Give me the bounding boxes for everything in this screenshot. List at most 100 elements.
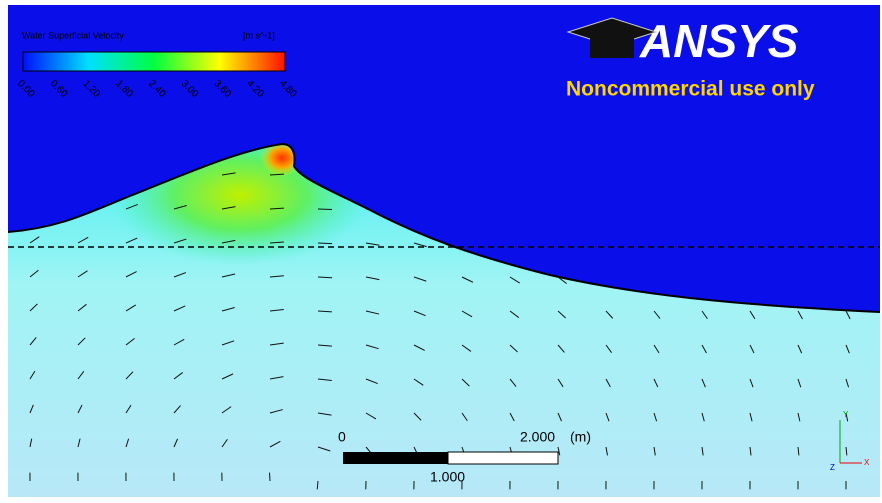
velocity-vector (845, 310, 851, 320)
velocity-vector (125, 203, 138, 210)
velocity-vector (653, 412, 658, 422)
velocity-vector (221, 273, 236, 278)
scale-unit: (m) (570, 429, 591, 445)
velocity-vector (269, 376, 284, 380)
velocity-vector (605, 344, 613, 353)
velocity-vector (125, 337, 135, 346)
velocity-vector (125, 304, 137, 312)
velocity-vector (797, 412, 801, 422)
velocity-vector (173, 405, 181, 414)
velocity-vector (269, 241, 284, 244)
velocity-vector (173, 372, 184, 380)
velocity-vector (749, 446, 752, 456)
velocity-vector (845, 412, 849, 422)
velocity-vector (365, 242, 380, 246)
velocity-vector (413, 242, 427, 248)
velocity-vector (317, 344, 332, 347)
logo-note: Noncommercial use only (566, 78, 815, 101)
scale-start: 0 (338, 429, 346, 445)
velocity-vector (509, 344, 518, 353)
velocity-vector (749, 378, 754, 388)
velocity-vector (173, 438, 179, 448)
velocity-vector (29, 370, 36, 380)
velocity-vector (845, 344, 850, 354)
scale-middle: 1.000 (430, 469, 465, 485)
color-bar (22, 51, 286, 72)
axis-x-label: X (864, 458, 870, 467)
velocity-vector (509, 378, 517, 387)
velocity-vector (653, 446, 656, 456)
velocity-vector (557, 310, 567, 319)
velocity-vector (269, 342, 284, 346)
velocity-vector (317, 446, 331, 452)
legend-title: Water Superficial Velocity (22, 30, 124, 40)
velocity-vector (317, 310, 332, 313)
velocity-vector (269, 309, 284, 312)
velocity-vector (173, 204, 187, 210)
velocity-vector (317, 208, 332, 211)
velocity-vector (77, 404, 83, 414)
velocity-vector (317, 276, 332, 279)
velocity-vector (221, 306, 235, 312)
velocity-vector (77, 236, 89, 244)
velocity-vector (125, 438, 130, 448)
velocity-vector (413, 378, 424, 386)
velocity-vector (605, 310, 614, 319)
velocity-vector (557, 412, 562, 422)
velocity-vector (29, 337, 37, 346)
logo-brand: ANSYS (639, 15, 799, 67)
velocity-vector (701, 412, 705, 422)
velocity-vector (461, 276, 474, 283)
velocity-vector (749, 310, 756, 320)
velocity-vector (461, 310, 473, 318)
velocity-vector (221, 206, 236, 210)
velocity-vector (221, 406, 232, 414)
velocity-vector (221, 438, 228, 448)
velocity-vector (653, 310, 661, 319)
velocity-vector (77, 270, 88, 278)
velocity-vector (365, 276, 380, 281)
scale-bar-light (447, 451, 559, 465)
velocity-vector (77, 371, 85, 380)
velocity-vector (461, 344, 472, 352)
velocity-vector (605, 378, 611, 388)
velocity-vector (77, 337, 86, 346)
velocity-vector (461, 378, 470, 387)
velocity-vector (797, 344, 803, 354)
velocity-vector (413, 412, 422, 421)
velocity-vector (29, 303, 38, 312)
velocity-vector (557, 344, 565, 353)
velocity-vector (365, 310, 380, 315)
velocity-vector (125, 271, 137, 278)
velocity-vector (317, 242, 332, 245)
axis-z-label: Z (830, 463, 835, 472)
velocity-vector (365, 344, 379, 350)
velocity-vector (797, 310, 803, 320)
velocity-vector (221, 239, 236, 244)
velocity-vector (413, 276, 427, 282)
velocity-vector (269, 173, 284, 176)
velocity-vector (461, 412, 468, 422)
velocity-vector (701, 446, 704, 456)
velocity-vector (173, 305, 186, 312)
logo-cap-base (590, 38, 634, 58)
legend-unit: [m s^-1] (243, 30, 275, 40)
velocity-vector (605, 446, 608, 456)
velocity-vector (605, 412, 610, 422)
velocity-vector (797, 378, 802, 388)
velocity-vector (221, 172, 236, 176)
velocity-vector (29, 269, 39, 278)
free-surface (7, 142, 881, 313)
velocity-vector (509, 276, 520, 284)
velocity-vector (365, 412, 377, 420)
velocity-vector (77, 303, 87, 312)
velocity-vector (29, 236, 40, 244)
velocity-vector (269, 207, 284, 210)
velocity-vector (125, 404, 132, 414)
velocity-vector (269, 275, 284, 278)
scale-end: 2.000 (520, 429, 555, 445)
velocity-vector (29, 404, 34, 414)
velocity-vector (173, 272, 187, 278)
velocity-vector (845, 378, 850, 388)
